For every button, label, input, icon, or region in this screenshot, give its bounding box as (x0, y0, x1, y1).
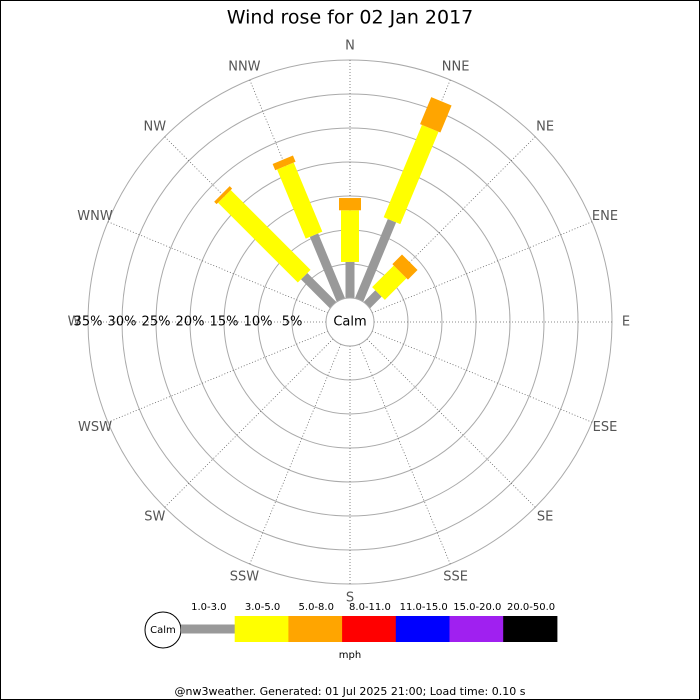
legend-unit: mph (339, 650, 361, 661)
direction-label: NW (144, 119, 167, 134)
bar-segment (355, 218, 397, 302)
direction-label: NNW (228, 60, 260, 75)
bar-segment (392, 254, 418, 280)
direction-label: WNW (77, 209, 113, 224)
spoke (366, 338, 536, 508)
bar-segment (383, 124, 439, 225)
calm-circle (325, 297, 375, 347)
legend-label: 20.0-50.0 (507, 602, 555, 613)
r-tick-label: 30% (108, 315, 137, 330)
direction-bars (363, 254, 418, 309)
footer: @nw3weather. Generated: 01 Jul 2025 21:0… (175, 685, 526, 698)
legend-swatch (342, 616, 397, 642)
legend-label: 1.0-3.0 (191, 602, 226, 613)
ring (155, 127, 545, 517)
r-tick-label: 10% (244, 315, 273, 330)
legend-swatch (503, 616, 558, 642)
bar-segment (345, 261, 355, 298)
calm-label: Calm (333, 315, 366, 330)
legend-label: 15.0-20.0 (453, 602, 501, 613)
bar-segment (272, 155, 296, 171)
r-tick-label: 5% (282, 315, 303, 330)
spoke (372, 221, 593, 314)
direction-label: SSE (443, 569, 468, 584)
direction-label: ESE (593, 420, 618, 435)
r-tick-label: 15% (210, 315, 239, 330)
bar-segment (300, 272, 337, 309)
direction-bars (355, 97, 452, 302)
direction-bars (214, 186, 337, 309)
bar-segment (420, 97, 452, 133)
legend-swatch (234, 616, 289, 642)
bar-segment (372, 265, 407, 300)
spoke (107, 221, 328, 314)
spoke (249, 344, 342, 565)
chart-title: Wind rose for 02 Jan 2017 (227, 7, 474, 29)
direction-bars (339, 198, 361, 298)
direction-bars (272, 155, 345, 302)
legend-swatch (395, 616, 450, 642)
legend-swatch (181, 624, 236, 634)
r-tick-label: 35% (74, 315, 103, 330)
bar-segment (341, 210, 359, 262)
r-tick-label: 20% (176, 315, 205, 330)
legend-swatch (449, 616, 504, 642)
spoke (164, 338, 334, 508)
bar-segment (309, 233, 345, 302)
bar-segment (277, 162, 323, 239)
direction-label: NNE (442, 60, 470, 75)
direction-label: ENE (592, 209, 618, 224)
spoke (358, 344, 451, 565)
legend-label: 8.0-11.0 (349, 602, 391, 613)
spoke (372, 330, 593, 423)
direction-label: SSW (230, 569, 260, 584)
legend-label: 11.0-15.0 (400, 602, 448, 613)
direction-label: S (346, 591, 354, 606)
direction-label: SE (537, 510, 553, 525)
direction-label: NE (536, 119, 554, 134)
legend-label: 5.0-8.0 (299, 602, 334, 613)
legend-swatch (288, 616, 343, 642)
bar-segment (217, 189, 311, 283)
direction-label: N (345, 39, 355, 54)
legend-label: 3.0-5.0 (245, 602, 280, 613)
direction-label: WSW (78, 420, 112, 435)
bar-segment (214, 186, 233, 205)
bar-segment (339, 198, 361, 211)
direction-label: W (68, 315, 81, 330)
r-tick-label: 25% (142, 315, 171, 330)
spoke (107, 330, 328, 423)
direction-label: SW (144, 510, 165, 525)
legend-calm-label: Calm (150, 625, 176, 636)
bar-segment (363, 290, 382, 309)
direction-label: E (622, 315, 630, 330)
